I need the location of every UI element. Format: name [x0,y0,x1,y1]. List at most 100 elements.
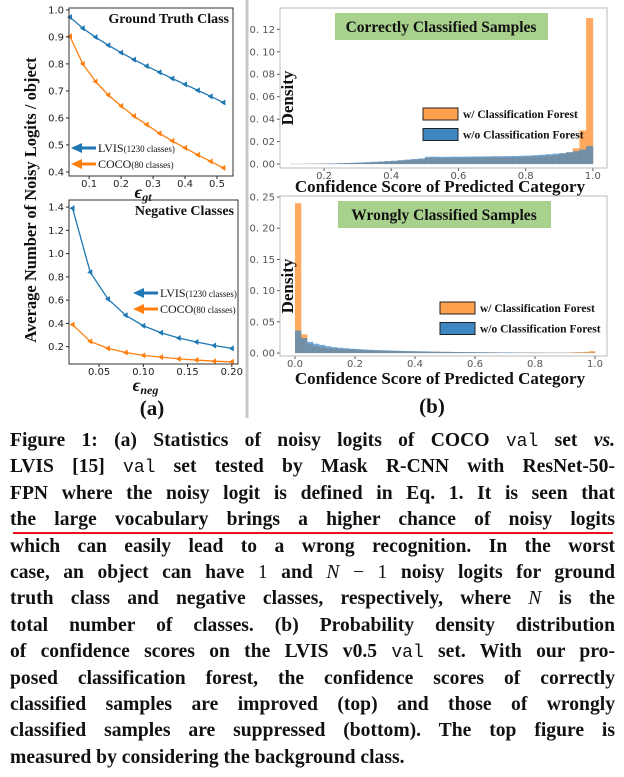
data-point [207,93,213,100]
data-point [92,78,98,85]
caption-text: − 1 [339,562,388,583]
x-tick-label: 0.15 [176,367,198,378]
caption-line-text: measured by considering the background c… [10,745,404,771]
histogram-bar [364,162,372,165]
histogram-bar [579,130,587,165]
caption-text: set. With our pro- [423,641,615,663]
histogram-bar [498,156,506,165]
data-point [158,354,164,361]
histogram-bar [337,163,345,165]
legend-swatch [422,107,459,121]
y-tick-label: 0. 10 [250,286,275,297]
caption-line-text: total number of classes. (b) Probability… [10,613,615,639]
y-tick-label: 0.5 [48,140,64,151]
caption-text: N [326,562,340,583]
y-tick-label: 0.6 [48,296,64,307]
histogram-bar [438,156,446,165]
data-point [228,358,234,365]
data-point [228,345,234,352]
caption-text: val [505,432,539,452]
y-tick-label: 0.4 [48,319,64,330]
data-point [92,34,98,41]
caption-line: the large vocabulary brings a higher cha… [10,507,615,533]
data-point [194,87,200,94]
histogram-bar [391,160,399,165]
data-point [211,358,217,365]
histogram-bar [478,156,486,165]
histogram-bar [469,352,476,354]
histogram-bar [330,163,338,165]
y-tick-label: 0. 04 [250,115,275,126]
panel-label-b: (b) [419,394,445,418]
histogram-bar [409,351,416,354]
panel-label-a: (a) [140,396,165,420]
caption-line: total number of classes. (b) Probability… [10,613,615,639]
caption-text: case, an object can have [10,562,258,583]
caption-line-text: of confidence scores on the LVIS v0.5 va… [10,639,615,666]
histogram-bar [324,163,332,165]
series-line-lvis [71,208,232,350]
legend-swatch [422,128,459,141]
histogram-bar [325,346,332,354]
x-tick-label: 0.10 [132,367,154,378]
histogram-bar [485,156,493,165]
histogram-bar [552,153,560,165]
plot-frame [279,7,608,169]
data-point [207,158,213,165]
histogram-bar [301,338,308,354]
data-point [118,103,124,110]
data-point [211,342,217,349]
x-tick-label: 1.0 [587,359,603,370]
data-point [182,81,188,88]
histogram-bar [403,351,410,354]
histogram-bar [385,350,392,354]
data-point [105,42,111,49]
histogram-bar [487,352,494,354]
histogram-bar [458,156,466,165]
histogram-bar [355,349,362,354]
data-point [169,137,175,144]
chart-title: Correctly Classified Samples [346,19,537,36]
data-point [156,130,162,137]
y-axis-label: Density [278,258,297,313]
caption-text: Figure 1: (a) Statistics of noisy logits… [10,430,506,451]
x-axis-label: Confidence Score of Predicted Category [295,369,586,388]
data-point [175,355,181,362]
histogram-bar [465,156,473,165]
x-tick-label: 0.0 [287,359,303,370]
histogram-bar [505,352,512,354]
histogram-bar [343,348,350,354]
histogram-bar [577,352,584,354]
legend-swatch [439,322,476,335]
caption-line-text: FPN where the noisy logit is defined in … [10,481,615,507]
histogram-bar [451,351,458,354]
data-point [158,329,164,336]
caption-line-text: case, an object can have 1 and N − 1 noi… [10,560,615,586]
negative-classes-chart: 0.05 0.10 0.15 0.20 0.2 0.4 0.6 0.8 1.0 1.2 1.4 Neg… [48,199,243,397]
legend-label: w/ Classification Forest [480,303,595,315]
x-tick-label: 0.8 [518,171,534,182]
histogram-bar [545,154,553,165]
data-point [87,269,93,276]
caption-text: set tested by Mask R-CNN with ResNet-50- [155,456,615,478]
histogram-bar [349,348,356,354]
histogram-bar [517,352,524,354]
histogram-bar [471,156,479,165]
y-tick-label: 0. 06 [250,92,275,103]
histogram-bar [418,158,426,165]
histogram-bar [512,155,520,165]
data-point [118,49,124,56]
x-axis-subscript: neg [140,383,158,397]
y-tick-label: 0.8 [48,272,64,283]
legend-marker [133,304,144,314]
data-point [87,338,93,345]
histogram-bar [404,159,412,165]
data-point [130,56,136,63]
x-tick-label: 0.2 [113,179,129,190]
histogram-bar [319,344,326,354]
legend-label: LVIS(1230 classes) [98,141,175,155]
histogram-bar [463,352,470,354]
histogram-bar [589,351,596,354]
x-tick-label: 0.5 [209,179,225,190]
histogram-bar [451,156,459,165]
